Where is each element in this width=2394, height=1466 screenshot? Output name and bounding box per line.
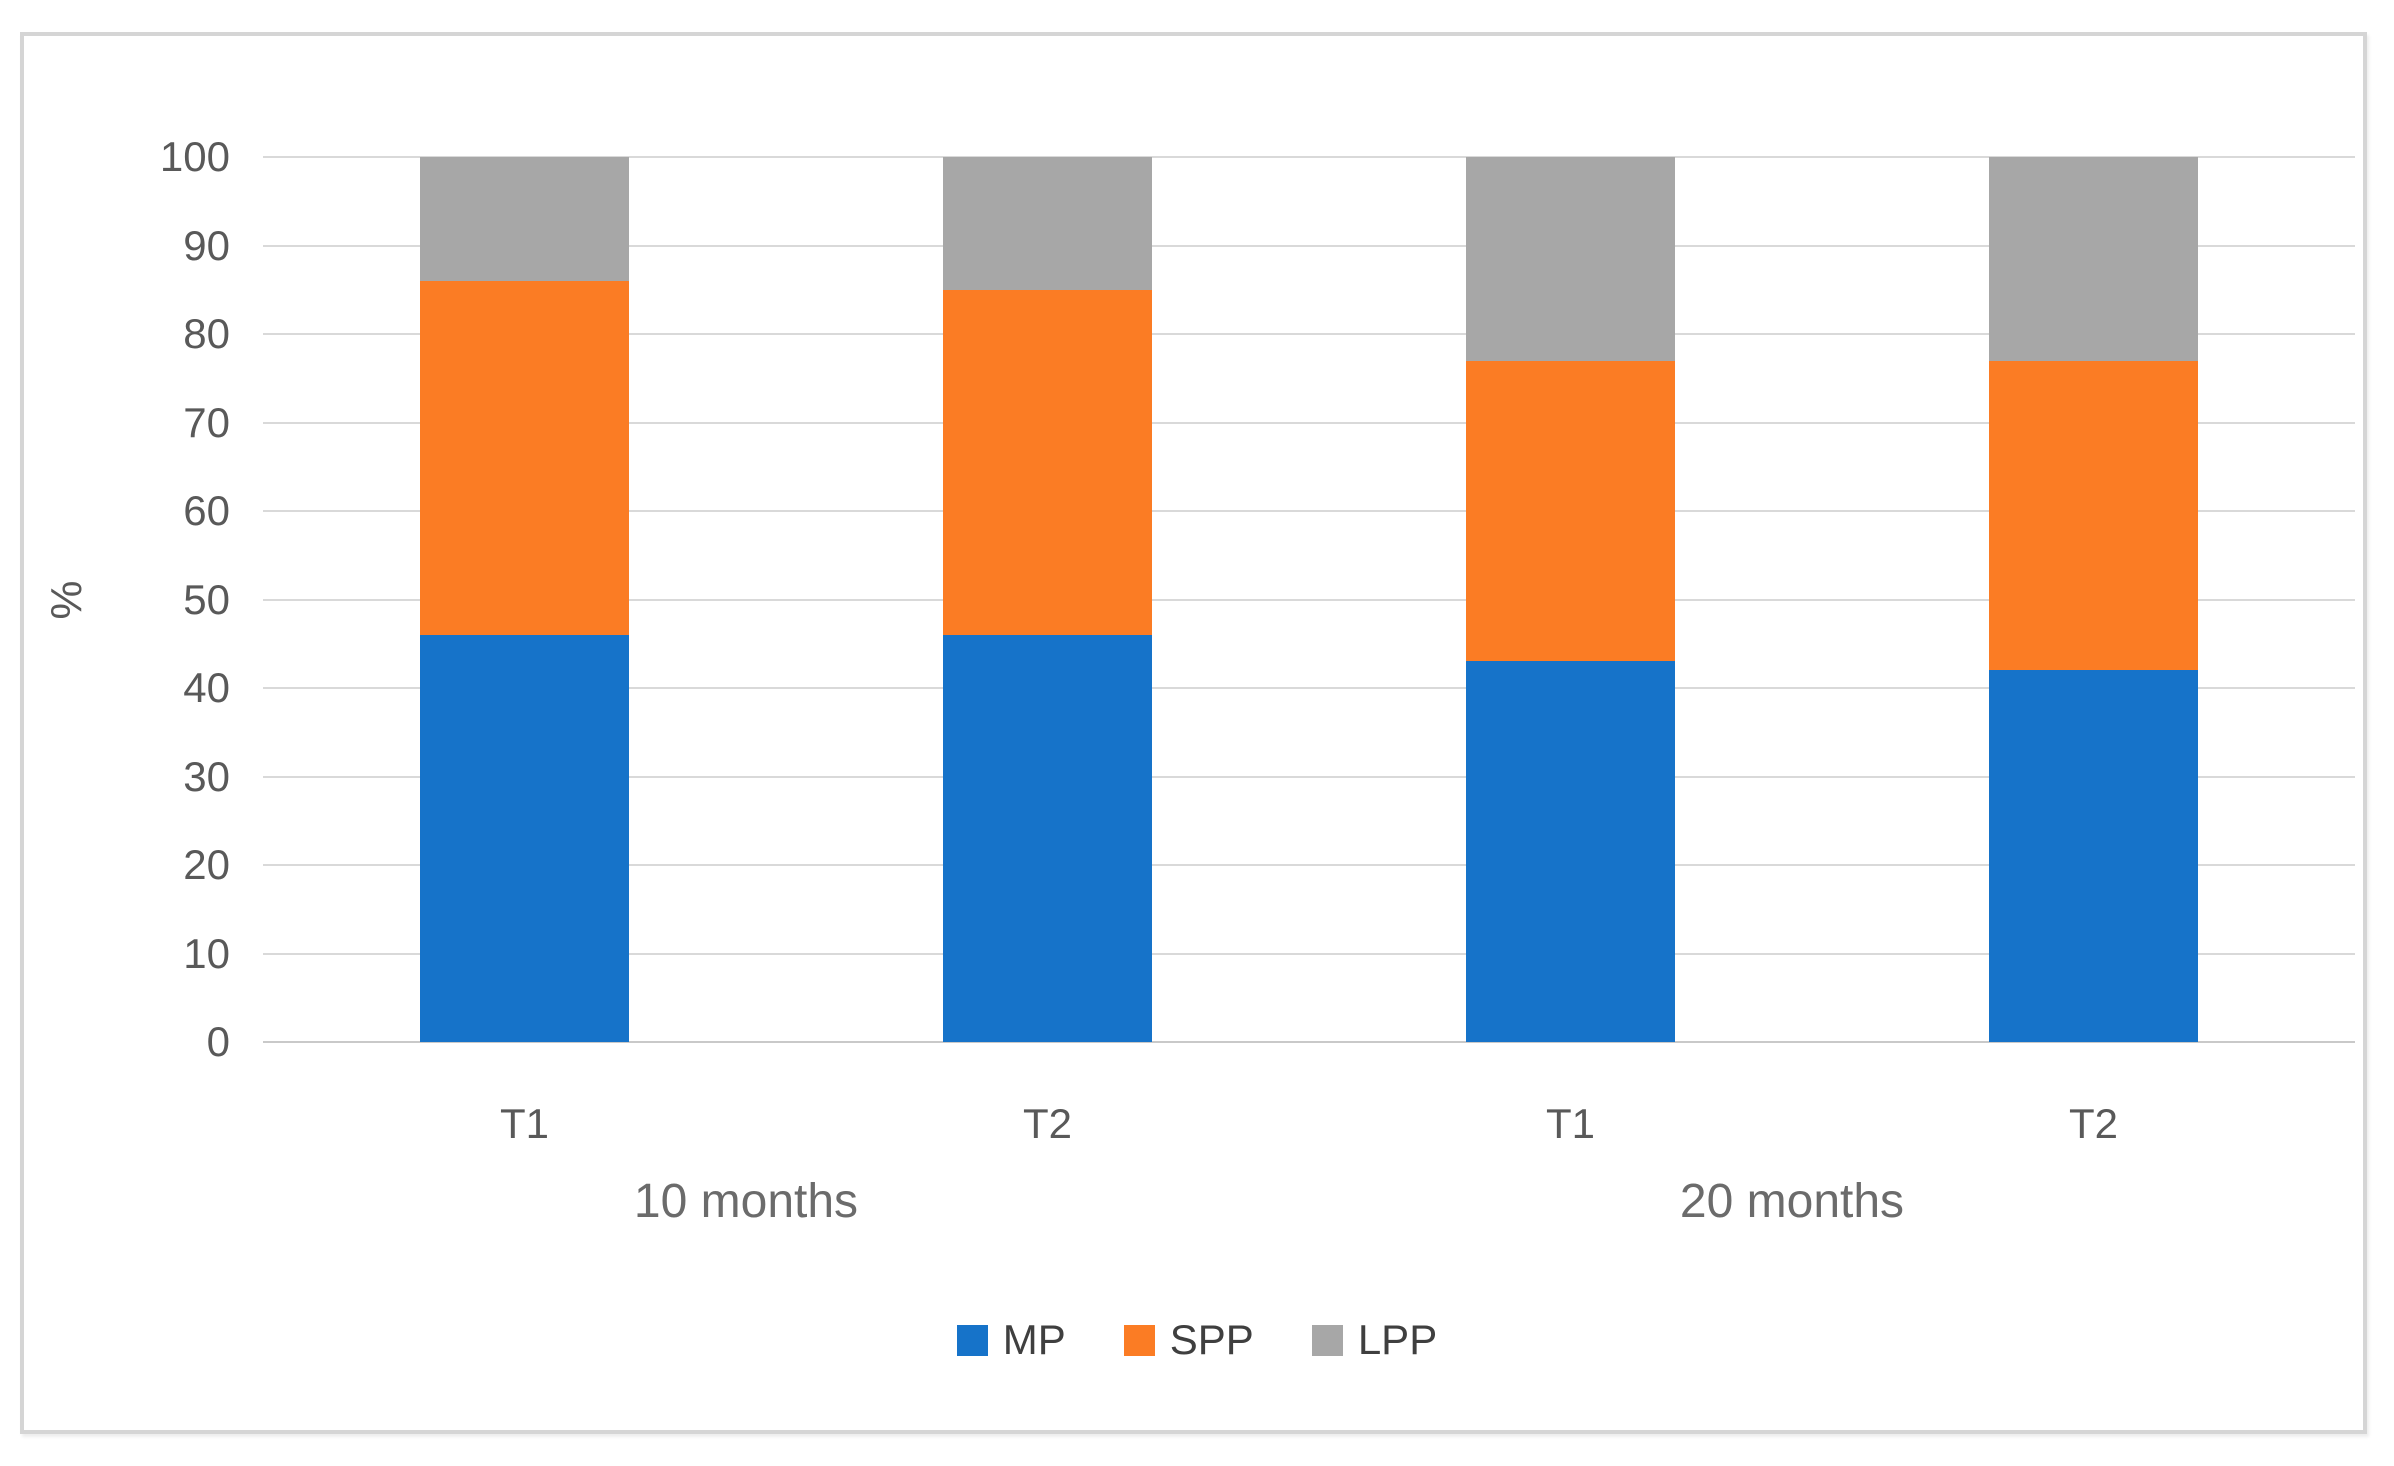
legend-swatch-lpp-icon [1311, 1324, 1343, 1356]
bar-4-t2-mp-segment [1989, 670, 2198, 1042]
gridline-y30 [263, 775, 2355, 778]
y-tick-label-80: 80 [183, 310, 230, 357]
gridline-y50 [263, 598, 2355, 601]
gridline-y70 [263, 421, 2355, 424]
legend-swatch-mp-icon [956, 1324, 988, 1356]
gridline-y60 [263, 510, 2355, 512]
x-group-label-1: 10 months [633, 1175, 859, 1228]
x-category-label-4: T2 [2068, 1100, 2118, 1147]
bar-3-t1-mp-segment [1466, 661, 1675, 1042]
legend-item-spp: SPP [1123, 1316, 1254, 1364]
y-tick-label-10: 10 [183, 929, 230, 977]
legend-swatch-spp-icon [1123, 1324, 1155, 1356]
bar-2-t2-mp-segment [943, 634, 1152, 1042]
x-category-label-2: T2 [1022, 1100, 1072, 1147]
y-tick-label-50: 50 [183, 575, 230, 623]
y-tick-label-30: 30 [183, 752, 230, 800]
plot-area [263, 156, 2355, 1043]
gridline-y80 [263, 333, 2355, 335]
y-tick-label-90: 90 [183, 221, 230, 269]
bar-4-t2-spp-segment [1989, 360, 2198, 671]
gridline-y90 [263, 244, 2355, 247]
legend-label-mp: MP [1002, 1316, 1066, 1363]
gridline-y40 [263, 687, 2355, 689]
bar-3-t1-lpp-segment [1466, 157, 1675, 361]
legend: MP SPP LPP [0, 1316, 2394, 1364]
bar-2-t2-spp-segment [943, 289, 1152, 635]
legend-label-spp: SPP [1169, 1316, 1254, 1363]
gridline-y100 [263, 156, 2355, 158]
x-category-label-1: T1 [499, 1100, 549, 1147]
bar-1-t1-lpp-segment [420, 157, 629, 281]
y-tick-label-70: 70 [183, 398, 230, 446]
y-tick-label-0: 0 [206, 1018, 230, 1065]
legend-item-lpp: LPP [1311, 1316, 1438, 1364]
bar-4-t2-lpp-segment [1989, 157, 2198, 361]
y-tick-label-40: 40 [183, 664, 230, 711]
x-group-label-2: 20 months [1679, 1175, 1905, 1228]
gridline-y10 [263, 952, 2355, 955]
bar-1-t1-mp-segment [420, 634, 629, 1042]
bar-3-t1-spp-segment [1466, 360, 1675, 662]
legend-label-lpp: LPP [1357, 1316, 1438, 1363]
y-tick-label-20: 20 [183, 841, 230, 888]
x-axis-line [263, 1041, 2355, 1043]
y-tick-label-60: 60 [183, 487, 230, 534]
bar-1-t1-spp-segment [420, 280, 629, 635]
figure-border [20, 32, 2367, 1434]
bar-2-t2-lpp-segment [943, 157, 1152, 290]
x-category-label-3: T1 [1545, 1100, 1595, 1147]
gridline-y20 [263, 864, 2355, 866]
legend-item-mp: MP [956, 1316, 1066, 1364]
y-tick-label-100: 100 [159, 133, 230, 180]
